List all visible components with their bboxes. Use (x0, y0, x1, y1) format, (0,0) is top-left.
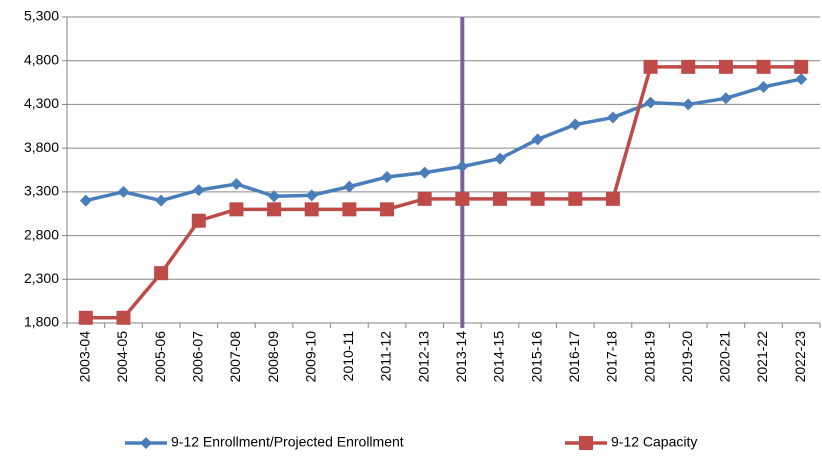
data-point (606, 111, 619, 124)
data-point (116, 310, 131, 325)
data-point (605, 191, 620, 206)
data-point (455, 191, 470, 206)
series-line (85, 77, 802, 203)
x-tick-label: 2021-22 (754, 331, 770, 383)
data-point (342, 202, 357, 217)
data-point (305, 189, 318, 202)
data-point (418, 166, 431, 179)
legend-label: 9-12 Enrollment/Projected Enrollment (171, 434, 404, 450)
x-tick-label: 2004-05 (114, 331, 130, 383)
x-tick-label: 2006-07 (189, 331, 205, 383)
data-point (380, 202, 395, 217)
x-tick-label: 2005-06 (152, 331, 168, 383)
data-point (643, 59, 658, 74)
data-point (644, 96, 657, 109)
data-point (569, 118, 582, 131)
x-tick-label: 2007-08 (227, 331, 243, 383)
x-tick-label: 2013-14 (453, 331, 469, 383)
data-point (492, 191, 507, 206)
data-point (79, 194, 92, 207)
y-tick-label: 2,800 (24, 226, 59, 242)
data-point (718, 59, 733, 74)
data-point (381, 170, 394, 183)
data-point (268, 190, 281, 203)
x-tick-label: 2022-23 (792, 331, 808, 383)
y-tick-label: 5,300 (24, 8, 59, 24)
data-point (456, 160, 469, 173)
data-point (304, 202, 319, 217)
data-point (682, 98, 695, 111)
x-tick-label: 2008-09 (265, 331, 281, 383)
data-point (155, 194, 168, 207)
data-point (267, 202, 282, 217)
data-point (343, 180, 356, 193)
y-tick-label: 2,300 (24, 270, 59, 286)
y-tick-label: 4,800 (24, 51, 59, 67)
x-tick-label: 2011-12 (378, 331, 394, 382)
y-tick-label: 4,300 (24, 95, 59, 111)
data-point (795, 73, 808, 86)
x-tick-label: 2012-13 (415, 331, 431, 383)
y-tick-label: 3,300 (24, 183, 59, 199)
data-point (229, 202, 244, 217)
x-tick-label: 2003-04 (77, 331, 93, 383)
data-point (191, 213, 206, 228)
x-tick-label: 2009-10 (302, 331, 318, 383)
x-tick-label: 2016-17 (566, 331, 582, 383)
legend-label: 9-12 Capacity (611, 434, 697, 450)
x-tick-label: 2018-19 (641, 331, 657, 383)
x-tick-label: 2010-11 (340, 331, 356, 382)
data-point (493, 152, 506, 165)
data-point (794, 59, 809, 74)
data-point (192, 184, 205, 197)
x-tick-label: 2019-20 (679, 331, 695, 383)
data-point (530, 191, 545, 206)
data-point (417, 191, 432, 206)
data-point (719, 92, 732, 105)
data-point (154, 266, 169, 281)
data-point (531, 133, 544, 146)
x-tick-label: 2020-21 (717, 331, 733, 383)
data-point (756, 59, 771, 74)
data-point (568, 191, 583, 206)
data-point (78, 310, 93, 325)
y-tick-label: 3,800 (24, 139, 59, 155)
x-tick-label: 2014-15 (491, 331, 507, 383)
data-point (681, 59, 696, 74)
data-point (117, 185, 130, 198)
x-tick-label: 2017-18 (604, 331, 620, 383)
legend-marker (140, 437, 152, 449)
y-tick-label: 1,800 (24, 314, 59, 330)
x-tick-label: 2015-16 (528, 331, 544, 383)
data-point (230, 177, 243, 190)
data-point (757, 80, 770, 93)
legend-marker (579, 436, 593, 450)
